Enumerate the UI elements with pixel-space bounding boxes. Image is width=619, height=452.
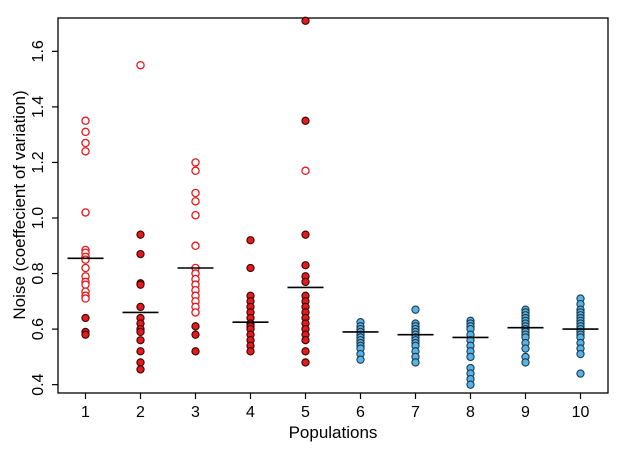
filled-blue-point (411, 305, 420, 314)
filled-red-point (246, 347, 255, 356)
filled-red-point (301, 116, 310, 125)
open-point (81, 255, 90, 264)
open-point (191, 308, 200, 317)
filled-red-point (136, 327, 145, 337)
y-tick-label: 1.4 (30, 96, 47, 118)
y-tick-label: 0.4 (30, 373, 47, 395)
filled-red-point (136, 249, 145, 259)
x-tick-label: 6 (356, 404, 365, 421)
x-tick-label: 4 (246, 404, 255, 421)
x-tick-label: 7 (411, 404, 420, 421)
filled-red-point (301, 336, 310, 345)
y-tick-label: 0.8 (30, 262, 47, 284)
filled-blue-point (411, 358, 420, 367)
filled-red-point (136, 365, 145, 374)
open-point (191, 166, 200, 176)
open-point (81, 208, 90, 217)
x-axis-title: Populations (289, 423, 378, 442)
open-point (81, 127, 90, 137)
filled-blue-point (576, 369, 585, 378)
filled-blue-point (521, 344, 530, 353)
y-axis: 0.4 0.6 0.8 1.0 1.2 1.4 1.6 (30, 40, 58, 396)
x-tick-label: 9 (521, 404, 530, 421)
filled-red-point (301, 16, 310, 25)
open-point (191, 210, 200, 220)
open-point (136, 60, 145, 70)
filled-red-point (136, 336, 145, 345)
data-points (81, 16, 585, 389)
filled-red-point (136, 230, 145, 239)
open-point (301, 166, 310, 176)
x-axis: 1 2 3 4 5 6 7 8 9 10 (81, 393, 590, 421)
open-point (191, 188, 200, 198)
open-point (81, 280, 90, 289)
filled-red-point (301, 277, 310, 287)
open-point (81, 116, 90, 126)
x-tick-label: 1 (81, 404, 90, 421)
filled-red-point (301, 347, 310, 356)
x-tick-label: 8 (466, 404, 475, 421)
y-tick-label: 1.6 (30, 40, 47, 62)
x-tick-label: 3 (191, 404, 200, 421)
filled-red-point (301, 358, 310, 367)
y-axis-title: Noise (coeffecient of variation) (10, 90, 29, 319)
filled-red-point (81, 330, 90, 339)
filled-blue-point (521, 358, 530, 367)
open-point (191, 241, 200, 251)
filled-red-point (81, 313, 90, 323)
open-point (81, 147, 90, 156)
open-point (81, 294, 90, 303)
open-point (81, 138, 90, 148)
filled-red-point (136, 280, 145, 289)
y-tick-label: 0.6 (30, 318, 47, 340)
filled-red-point (246, 236, 255, 245)
plot-frame (57, 17, 609, 394)
filled-red-point (136, 358, 145, 367)
open-point (191, 197, 200, 206)
filled-blue-point (356, 355, 365, 364)
filled-red-point (191, 347, 200, 356)
filled-red-point (191, 330, 200, 339)
filled-red-point (246, 263, 255, 273)
filled-blue-point (466, 352, 475, 362)
x-tick-label: 5 (301, 404, 310, 421)
filled-blue-point (576, 349, 585, 359)
filled-red-point (136, 347, 145, 356)
y-tick-label: 1.2 (30, 151, 47, 173)
filled-blue-point (466, 380, 475, 389)
filled-red-point (301, 230, 310, 239)
open-point (81, 263, 90, 273)
x-tick-label: 2 (136, 404, 145, 421)
filled-red-point (136, 302, 145, 312)
open-point (191, 158, 200, 167)
y-tick-label: 1.0 (30, 207, 47, 229)
median-lines (67, 257, 599, 339)
filled-red-point (191, 322, 200, 331)
x-tick-label: 10 (572, 404, 590, 421)
filled-red-point (301, 261, 310, 270)
